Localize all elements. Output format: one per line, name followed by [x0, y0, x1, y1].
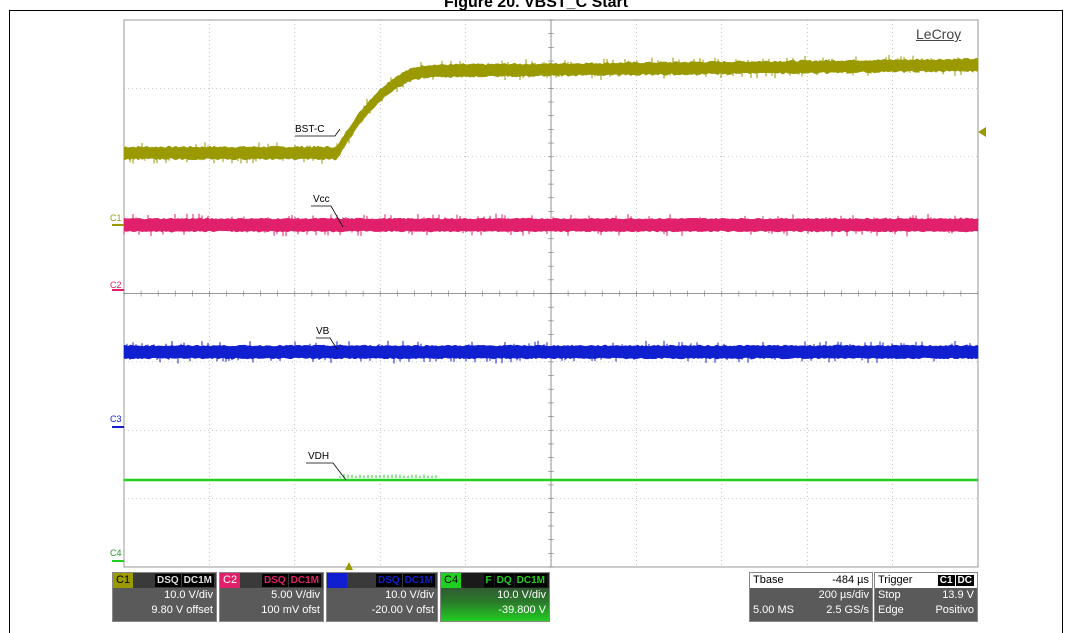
channel-panel-c1[interactable]: C1 DSQ DC1M 10.0 V/div 9.80 V offset — [112, 572, 217, 622]
trace-c2-noise — [123, 213, 962, 237]
trace-c3 — [123, 344, 979, 360]
trace-label-leader — [311, 205, 344, 228]
scope-grid — [123, 19, 979, 568]
flag-dsq: DSQ — [154, 574, 181, 587]
trigger-mode: Stop — [878, 589, 901, 601]
timebase-delay: -484 µs — [832, 574, 869, 586]
trigger-source: C1 — [937, 575, 955, 586]
trace-c1 — [123, 57, 979, 161]
timebase-panel[interactable]: Tbase -484 µs 200 µs/div 5.00 MS 2.5 GS/… — [749, 572, 873, 622]
timebase-tdiv: 200 µs/div — [818, 589, 869, 601]
channel-panel-c3[interactable]: C3 DSQ DC1M 10.0 V/div -20.00 V ofst — [326, 572, 438, 622]
trace-label-leader — [295, 128, 341, 137]
trace-label-leaders — [295, 128, 347, 481]
channel-vdiv: 10.0 V/div — [385, 589, 434, 601]
trigger-position-marker — [345, 562, 353, 570]
channel-marker-c4: C4 — [110, 548, 122, 558]
flag-dsq: DSQ — [375, 574, 402, 587]
channel-offset: 9.80 V offset — [151, 604, 213, 616]
channel-vdiv: 10.0 V/div — [164, 589, 213, 601]
trigger-label: Trigger — [878, 574, 913, 586]
timebase-rate: 2.5 GS/s — [826, 604, 869, 616]
flag-dsq: DSQ — [261, 574, 288, 587]
channel-name: C2 — [220, 573, 241, 588]
channel-name: C4 — [441, 573, 462, 588]
trace-label-vcc: Vcc — [313, 194, 330, 205]
figure-title: Figure 20. VBST_C Start — [443, 0, 629, 11]
flag-coupling: DC1M — [181, 574, 214, 587]
timebase-samples: 5.00 MS — [753, 604, 794, 616]
trace-label-vdh: VDH — [308, 451, 330, 462]
lecroy-logo: LeCroy — [916, 26, 962, 42]
figure-frame — [9, 10, 1063, 633]
channel-marker-c2: C2 — [110, 280, 122, 290]
flag-dq: DQ — [494, 574, 514, 587]
channel-offset: -39.800 V — [498, 604, 546, 616]
channel-offset: -20.00 V ofst — [371, 604, 434, 616]
trigger-type: Edge — [878, 604, 904, 616]
channel-vdiv: 5.00 V/div — [271, 589, 320, 601]
trace-c2 — [123, 217, 979, 233]
trigger-coupling: DC — [955, 575, 974, 586]
trace-label-bst-c: BST-C — [295, 124, 325, 135]
flag-filter: F — [483, 574, 494, 587]
channel-marker-c3: C3 — [110, 414, 122, 424]
scope-traces — [112, 55, 979, 562]
trace-c3-noise — [126, 340, 971, 364]
channel-panel-c2[interactable]: C2 DSQ DC1M 5.00 V/div 100 mV ofst — [219, 572, 324, 622]
trace-c4-noise — [339, 474, 437, 478]
trigger-slope: Positivo — [935, 604, 974, 616]
trace-label-leader — [316, 337, 338, 350]
flag-coupling: DC1M — [514, 574, 547, 587]
timebase-label: Tbase — [753, 574, 784, 586]
channel-vdiv: 10.0 V/div — [497, 589, 546, 601]
trigger-level: 13.9 V — [942, 589, 974, 601]
flag-coupling: DC1M — [288, 574, 321, 587]
trigger-panel[interactable]: Trigger C1 DC Stop 13.9 V Edge Positivo — [874, 572, 978, 622]
trace-label-leader — [306, 462, 347, 481]
channel-offset: 100 mV ofst — [261, 604, 320, 616]
flag-coupling: DC1M — [402, 574, 435, 587]
channel-name: C3 — [327, 573, 348, 588]
trace-c1-noise — [129, 55, 974, 164]
channel-marker-c1: C1 — [110, 213, 122, 223]
trace-label-vb: VB — [316, 326, 330, 337]
trigger-level-marker — [978, 127, 986, 137]
channel-panel-c4[interactable]: C4 F DQ DC1M 10.0 V/div -39.800 V — [440, 572, 550, 622]
channel-name: C1 — [113, 573, 134, 588]
